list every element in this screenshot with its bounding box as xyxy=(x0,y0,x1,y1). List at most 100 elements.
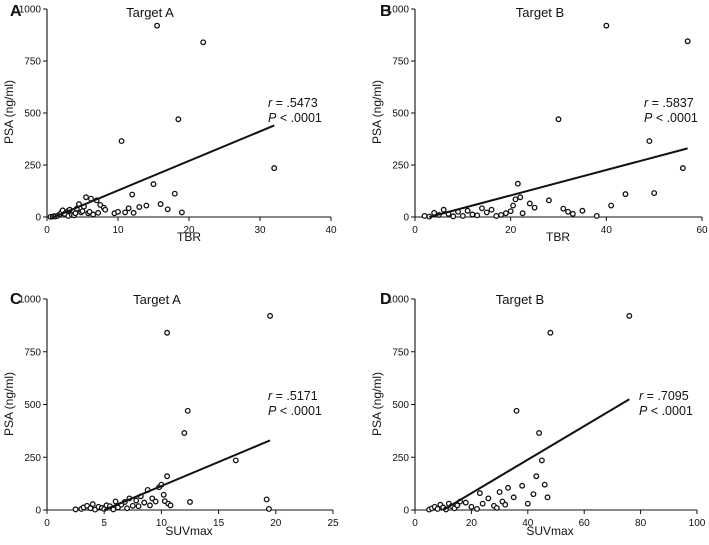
x-tick-label: 25 xyxy=(327,518,339,529)
data-point xyxy=(483,209,490,216)
chart-panel-b: B Target B 0 250 500 750 1000 0 20 40 60 TBR PSA (ng… xyxy=(370,3,708,244)
data-point xyxy=(531,204,538,211)
data-point xyxy=(164,473,171,480)
x-tick-label: 100 xyxy=(689,518,706,529)
data-point xyxy=(502,210,509,217)
chart-panel-d: D Target B 0 250 500 750 1000 0 20 40 60 80 100 SUVma… xyxy=(370,291,706,538)
data-point xyxy=(493,504,500,511)
panel-letter: B xyxy=(380,3,392,20)
y-tick-label: 1000 xyxy=(19,5,42,16)
data-point xyxy=(421,213,428,219)
data-point xyxy=(519,210,526,217)
data-point xyxy=(479,205,485,212)
x-tick-label: 40 xyxy=(522,518,534,529)
data-point xyxy=(526,200,533,207)
y-tick-label: 250 xyxy=(24,161,41,172)
data-point xyxy=(133,497,140,504)
y-tick-label: 1000 xyxy=(387,5,410,16)
x-tick-label: 20 xyxy=(183,225,195,236)
data-point xyxy=(122,209,129,216)
chart-title: Target A xyxy=(133,292,181,307)
correlation-annotation: r = .7095 xyxy=(639,389,689,403)
p-label: P xyxy=(639,404,648,418)
data-point xyxy=(646,138,653,145)
data-point xyxy=(510,494,517,501)
data-point xyxy=(154,22,160,29)
x-tick-label: 40 xyxy=(601,225,613,236)
data-point xyxy=(89,501,96,508)
data-point xyxy=(147,502,153,509)
panel-letter: C xyxy=(10,291,22,308)
chart-title: Target A xyxy=(126,5,174,20)
data-point xyxy=(545,197,552,204)
data-point xyxy=(136,204,143,210)
data-point xyxy=(95,209,102,216)
x-tick-label: 10 xyxy=(156,518,168,529)
x-tick-label: 20 xyxy=(505,225,517,236)
regression-line xyxy=(429,147,688,218)
y-axis-label: PSA (ng/ml) xyxy=(370,372,384,436)
data-point xyxy=(164,329,171,336)
x-tick-label: 20 xyxy=(466,518,478,529)
data-point xyxy=(72,506,79,513)
y-tick-label: 250 xyxy=(392,161,409,172)
panel-letter: A xyxy=(10,3,22,20)
x-tick-label: 10 xyxy=(112,225,124,236)
y-tick-label: 750 xyxy=(392,57,409,68)
data-point xyxy=(513,407,520,414)
data-point xyxy=(603,22,610,29)
chart-panel-c: C Target A 0 250 500 750 1000 0 5 10 15 20 25 SUVmax P… xyxy=(2,291,339,538)
data-point xyxy=(524,500,531,507)
data-point xyxy=(488,206,495,213)
data-point xyxy=(167,502,174,509)
y-tick-label: 0 xyxy=(403,506,409,517)
x-tick-label: 80 xyxy=(635,518,647,529)
data-point xyxy=(517,194,524,201)
data-point xyxy=(265,505,272,512)
data-point xyxy=(505,484,512,491)
p-value: < .0001 xyxy=(647,404,693,418)
data-point xyxy=(651,190,658,197)
data-point xyxy=(485,495,492,502)
data-point xyxy=(83,194,89,201)
data-point xyxy=(175,116,182,123)
data-point xyxy=(149,495,156,502)
data-point xyxy=(679,165,686,172)
data-point xyxy=(118,138,125,145)
data-point xyxy=(184,407,191,414)
r-label: r xyxy=(644,96,649,110)
regression-line xyxy=(442,398,630,511)
y-axis-label: PSA (ng/ml) xyxy=(2,80,16,144)
data-point xyxy=(608,202,615,209)
data-point xyxy=(434,505,441,512)
data-point xyxy=(514,180,521,187)
data-point xyxy=(579,207,586,214)
x-axis-label: SUVmax xyxy=(165,524,212,538)
r-label: r xyxy=(268,96,273,110)
data-point xyxy=(79,208,86,215)
x-tick-label: 40 xyxy=(325,225,337,236)
p-label: P xyxy=(268,111,277,125)
x-tick-label: 0 xyxy=(44,518,50,529)
data-point xyxy=(468,503,475,510)
x-tick-label: 30 xyxy=(254,225,266,236)
data-point xyxy=(560,205,567,212)
data-point xyxy=(498,211,505,218)
data-point xyxy=(479,500,486,507)
x-axis-label: TBR xyxy=(546,230,570,244)
data-point xyxy=(90,211,97,218)
x-axis-label: SUVmax xyxy=(526,524,573,538)
correlation-annotation: r = .5171 xyxy=(268,389,318,403)
data-point xyxy=(547,329,554,336)
data-point xyxy=(115,208,121,215)
data-point xyxy=(538,457,545,464)
y-axis-label: PSA (ng/ml) xyxy=(370,80,384,144)
y-tick-label: 1000 xyxy=(387,295,410,306)
p-value-annotation: P < .0001 xyxy=(639,404,693,418)
p-value-annotation: P < .0001 xyxy=(268,111,322,125)
regression-line xyxy=(53,124,275,218)
data-point xyxy=(474,505,480,512)
data-point xyxy=(533,473,540,480)
data-point xyxy=(232,457,239,464)
data-point xyxy=(125,205,132,212)
